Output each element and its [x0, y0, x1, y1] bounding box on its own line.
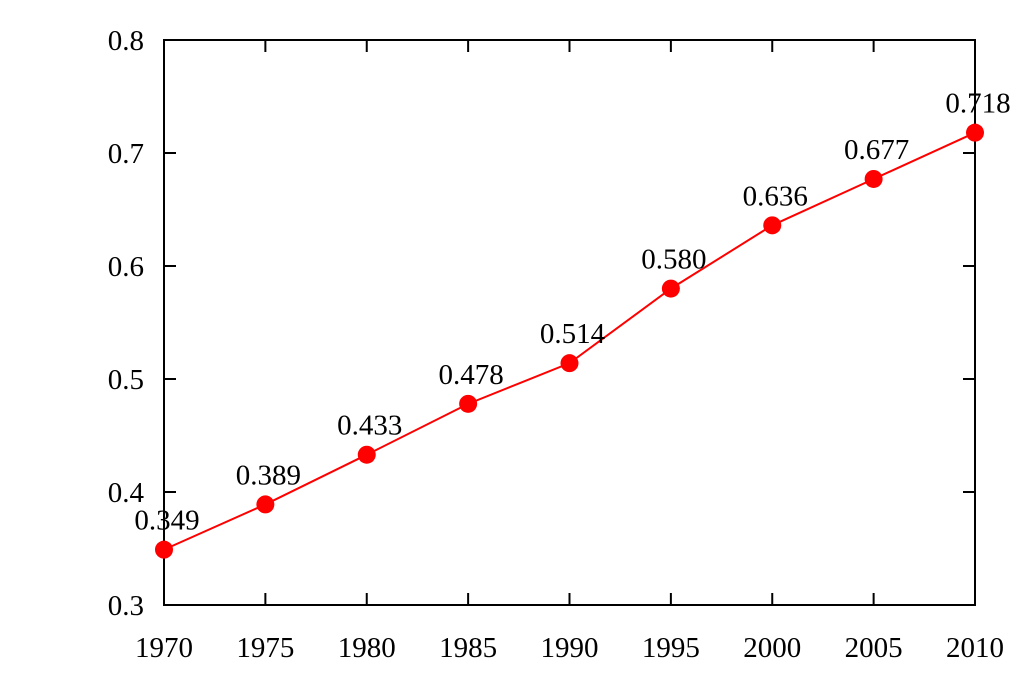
y-tick-label: 0.5: [108, 364, 144, 396]
data-point: [357, 445, 376, 464]
data-label: 0.677: [844, 134, 909, 166]
data-point: [459, 394, 478, 413]
x-tick-label: 1975: [236, 632, 294, 664]
x-tick-label: 1980: [338, 632, 396, 664]
y-tick-label: 0.3: [108, 590, 144, 622]
data-point: [560, 354, 579, 373]
x-tick-label: 1990: [541, 632, 599, 664]
data-point: [966, 123, 984, 142]
y-tick-label: 0.7: [108, 138, 144, 170]
x-tick-label: 2000: [743, 632, 801, 664]
data-label: 0.514: [540, 318, 606, 350]
data-label: 0.433: [337, 410, 402, 442]
x-tick-label: 1995: [642, 632, 700, 664]
data-label: 0.478: [439, 359, 504, 391]
x-tick-label: 1985: [439, 632, 497, 664]
data-point: [661, 279, 680, 298]
data-label: 0.636: [743, 180, 808, 212]
data-label: 0.718: [945, 88, 1010, 120]
x-tick-label: 2005: [845, 632, 903, 664]
data-point: [256, 495, 275, 514]
data-point: [864, 169, 883, 188]
data-label: 0.389: [236, 459, 301, 491]
data-label: 0.349: [134, 505, 199, 537]
x-tick-label: 1970: [135, 632, 193, 664]
data-label: 0.580: [641, 244, 706, 276]
y-tick-label: 0.6: [108, 251, 144, 283]
data-point: [763, 216, 782, 235]
y-tick-label: 0.8: [108, 25, 144, 57]
data-point: [155, 540, 173, 559]
y-tick-label: 0.4: [108, 477, 145, 509]
x-tick-label: 2010: [946, 632, 1004, 664]
